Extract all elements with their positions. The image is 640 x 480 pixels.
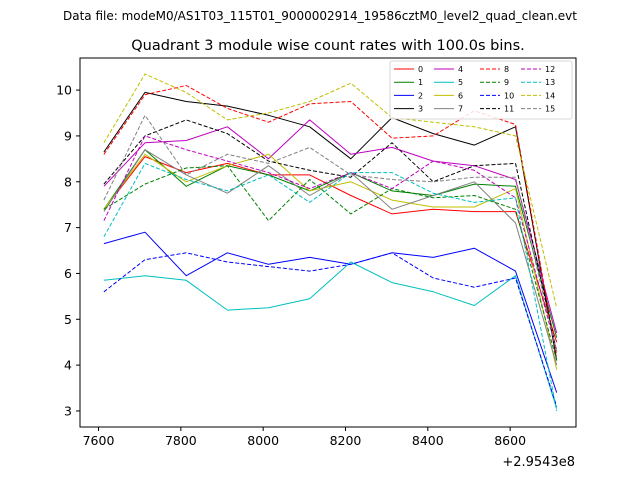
x-tick-label: 7800 xyxy=(165,433,197,448)
y-tick-label: 4 xyxy=(64,358,72,373)
series-line-1 xyxy=(103,149,558,338)
legend-label-12: 12 xyxy=(545,65,555,74)
legend-label-8: 8 xyxy=(504,65,509,74)
x-tick-label: 8000 xyxy=(247,433,279,448)
series-line-4 xyxy=(103,119,558,334)
legend-label-0: 0 xyxy=(418,65,423,74)
series-line-11 xyxy=(103,119,558,352)
y-tick-label: 9 xyxy=(64,128,72,143)
x-axis-ticks: 7600 7800 8000 8200 8400 8600 xyxy=(83,427,526,448)
legend-label-1: 1 xyxy=(418,78,423,87)
legend-label-2: 2 xyxy=(418,91,423,100)
y-tick-label: 7 xyxy=(64,220,72,235)
series-line-3 xyxy=(103,91,558,361)
series-line-8 xyxy=(103,85,558,357)
y-tick-label: 6 xyxy=(64,266,72,281)
legend-label-9: 9 xyxy=(504,78,509,87)
plot-frame xyxy=(79,57,577,428)
series-line-0 xyxy=(103,156,558,343)
legend-label-13: 13 xyxy=(545,78,555,87)
series-line-10 xyxy=(103,252,558,407)
x-offset-label: +2.9543e8 xyxy=(502,455,575,470)
legend-label-14: 14 xyxy=(545,91,555,100)
plot-series xyxy=(103,73,558,412)
series-line-13 xyxy=(103,162,558,412)
y-tick-label: 8 xyxy=(64,174,72,189)
y-axis-ticks: 3 4 5 6 7 8 9 10 xyxy=(56,83,80,418)
legend-label-5: 5 xyxy=(458,78,463,87)
series-line-9 xyxy=(103,165,558,361)
legend-label-3: 3 xyxy=(418,105,423,114)
x-tick-label: 8600 xyxy=(494,433,526,448)
legend-box xyxy=(389,60,573,120)
chart-title: Quadrant 3 module wise count rates with … xyxy=(131,38,525,54)
series-line-5 xyxy=(103,261,558,409)
legend-label-15: 15 xyxy=(545,105,555,114)
x-tick-label: 8200 xyxy=(330,433,362,448)
y-tick-label: 5 xyxy=(64,312,72,327)
series-line-12 xyxy=(103,135,558,352)
legend-label-10: 10 xyxy=(504,91,514,100)
series-line-2 xyxy=(103,231,558,393)
legend-label-11: 11 xyxy=(504,105,514,114)
x-tick-label: 8400 xyxy=(412,433,444,448)
y-tick-label: 3 xyxy=(64,403,72,418)
legend-label-7: 7 xyxy=(458,105,463,114)
series-line-14 xyxy=(103,73,558,308)
figure-suptitle: Data file: modeM0/AS1T03_115T01_90000029… xyxy=(63,9,577,23)
legend-label-6: 6 xyxy=(458,91,463,100)
x-tick-label: 7600 xyxy=(83,433,115,448)
y-tick-label: 10 xyxy=(56,83,72,98)
legend-label-4: 4 xyxy=(458,65,463,74)
